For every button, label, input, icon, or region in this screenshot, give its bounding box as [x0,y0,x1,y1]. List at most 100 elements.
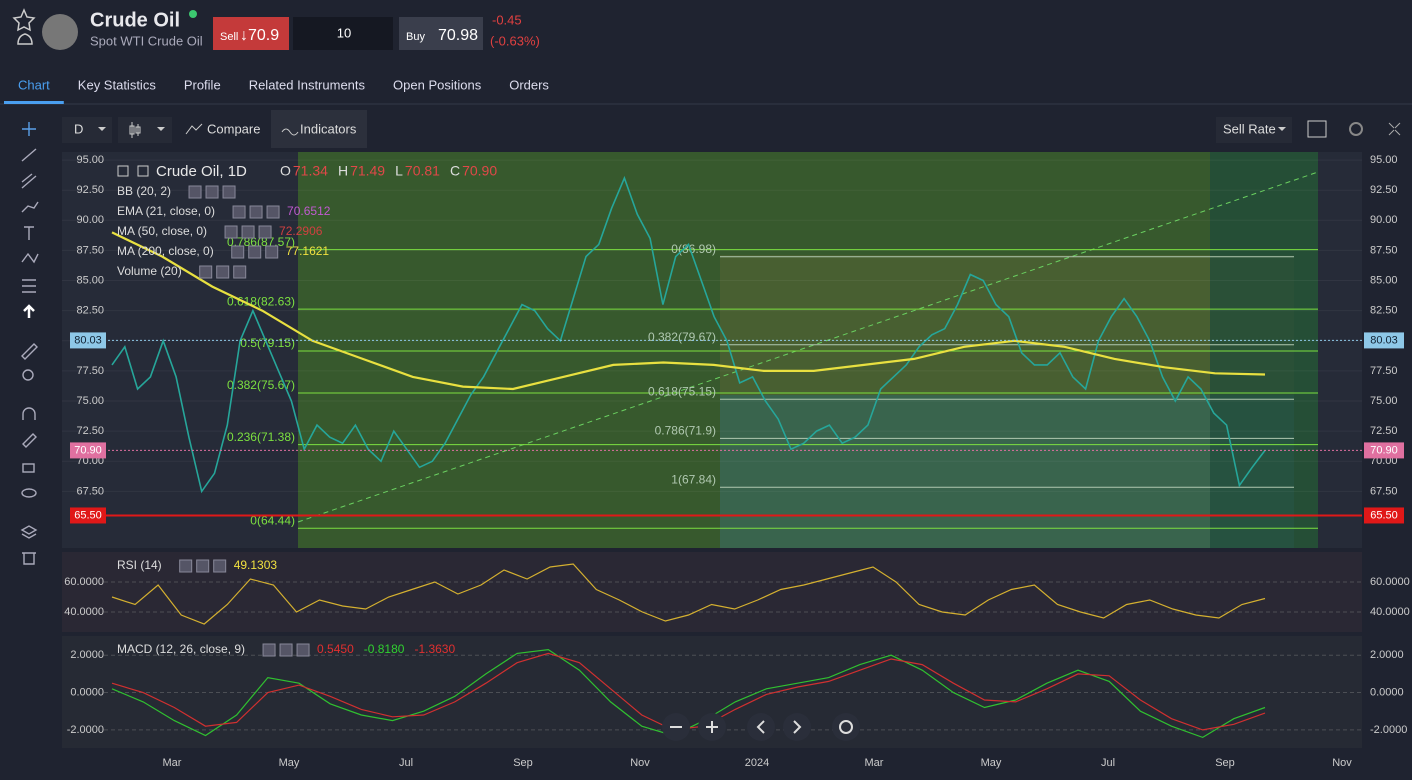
fullscreen-toggle[interactable] [1307,120,1327,138]
compare-button[interactable]: Compare [207,121,260,136]
indicator-value: -0.8180 [364,642,405,656]
indicator-control[interactable] [265,245,279,259]
indicator-control[interactable] [199,265,213,279]
indicator-name[interactable]: MACD (12, 26, close, 9) [117,642,245,656]
left-toolbar [20,122,39,565]
rate: Sell Rate [1223,121,1276,136]
tab[interactable]: Chart [18,77,50,92]
indicator-name[interactable]: EMA (21, close, 0) [117,204,215,218]
y-tick-label-left: 82.50 [76,305,104,317]
zoom-tool[interactable] [22,369,34,381]
settings-icon[interactable] [1349,122,1363,136]
scroll-right[interactable] [783,713,811,741]
y-tick-label-left: 2.0000 [70,649,104,661]
ruler-tool[interactable] [21,343,38,360]
indicator-name[interactable]: BB (20, 2) [117,184,171,198]
arrow-tool[interactable] [23,304,35,318]
indicator-name[interactable]: MA (200, close, 0) [117,244,214,258]
lock-draw-tool[interactable] [22,433,37,448]
y-tick-label: 87.50 [1370,244,1398,256]
tab[interactable]: Key Statistics [78,77,157,92]
indicator-name[interactable]: MA (50, close, 0) [117,224,207,238]
tab[interactable]: Orders [509,77,549,92]
y-tick-label-left: 60.0000 [64,576,104,588]
indicator-control[interactable] [241,225,255,239]
y-tick-label-left: 95.00 [76,154,104,166]
sell-label: Sell [220,31,238,43]
indicator-control[interactable] [231,245,245,259]
y-tick-label-left: 75.00 [76,395,104,407]
indicator-name[interactable]: RSI (14) [117,558,162,572]
change-pct: (-0.63%) [490,33,540,48]
ohlc-value: 71.34 [293,163,328,179]
alert-icon[interactable] [17,33,33,45]
x-tick-label: Nov [1332,757,1352,769]
y-tick-label: 60.0000 [1370,576,1410,588]
dropdown-arrow [157,127,165,131]
star-icon[interactable] [12,8,36,32]
text-tool[interactable] [24,226,34,240]
line-tool[interactable] [21,148,37,162]
expand-icon[interactable] [1388,122,1401,136]
brush-tool[interactable] [21,201,39,213]
reset-chart[interactable] [832,713,860,741]
x-tick-label: Jul [399,757,413,769]
chart-type-select[interactable] [118,117,172,143]
tab[interactable]: Related Instruments [249,77,366,92]
indicator-control[interactable] [248,245,262,259]
plus-icon [706,721,718,733]
visibility-tool[interactable] [21,488,37,498]
buy-button[interactable] [399,17,483,50]
legend-icon[interactable] [137,165,149,177]
y-tick-label-left: 90.00 [76,214,104,226]
scroll-left[interactable] [747,713,775,741]
buy-price: 70.98 [438,27,478,44]
legend-icon[interactable] [117,165,129,177]
indicator-control[interactable] [196,559,210,573]
indicator-control[interactable] [213,559,227,573]
interval-select[interactable] [62,117,112,143]
tab[interactable]: Open Positions [393,77,482,92]
quantity-input[interactable] [293,17,393,50]
ohlc-value: 71.49 [350,163,385,179]
sell-button[interactable] [213,17,289,50]
rate-select[interactable] [1216,117,1292,143]
indicator-control[interactable] [216,265,230,279]
indicator-control[interactable] [224,225,238,239]
price-tag-label-left: 70.90 [74,444,102,456]
trash-tool[interactable] [22,552,36,565]
indicator-control[interactable] [188,185,202,199]
indicator-control[interactable] [222,185,236,199]
indicator-control[interactable] [258,225,272,239]
x-tick-label: 2024 [745,757,769,769]
layers-tool[interactable] [20,525,38,539]
y-tick-label: 95.00 [1370,154,1398,166]
ohlc-value: 70.90 [462,163,497,179]
tab[interactable]: Profile [184,77,221,92]
legend-symbol: Crude Oil, 1D [156,163,247,180]
channel-tool[interactable] [21,173,37,189]
indicator-name[interactable]: Volume (20) [117,264,182,278]
crosshair-tool[interactable] [22,122,36,136]
indicator-value: 70.6512 [287,204,331,218]
fib-tool[interactable] [22,279,36,293]
indicator-value: 72.2906 [279,224,323,238]
indicator-control[interactable] [296,643,310,657]
candle-icon [129,122,141,138]
indicator-control[interactable] [179,559,193,573]
status-dot [189,10,197,18]
indicator-control[interactable] [205,185,219,199]
fib-label: 0.618(82.63) [227,294,295,308]
magnet-tool[interactable] [22,407,36,420]
indicator-line [111,563,1266,625]
indicator-control[interactable] [249,205,263,219]
indicator-control[interactable] [262,643,276,657]
indicator-control[interactable] [266,205,280,219]
lock-tool[interactable] [22,463,35,473]
indicator-control[interactable] [279,643,293,657]
pattern-tool[interactable] [21,252,39,264]
indicator-control[interactable] [233,265,247,279]
indicator-control[interactable] [232,205,246,219]
price-tag-label-left: 65.50 [74,509,102,521]
title: Crude Oil [90,9,180,31]
